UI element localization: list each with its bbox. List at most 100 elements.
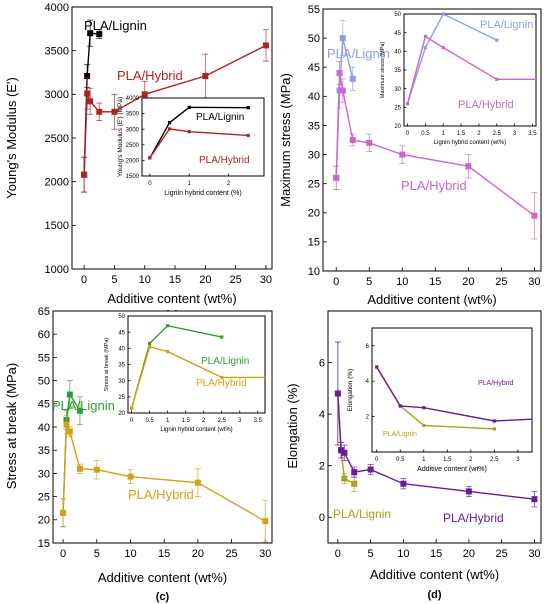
panel-a-xtick-label: 5 — [111, 274, 117, 286]
panel-c-xtick-label: 10 — [124, 548, 136, 560]
panel-a-inset-data-point — [148, 156, 152, 160]
panel-c-data-point — [262, 518, 269, 525]
panel-d-ytick-label: 4 — [319, 409, 325, 421]
panel-c-inset-xtick-label: 1 — [166, 418, 170, 424]
panel-c-inset-xtick-label: 0 — [130, 418, 134, 424]
panel-b-inset-xtick-label: 2 — [477, 131, 481, 137]
panel-a-ytick-label: 2000 — [45, 177, 69, 189]
panel-d-ytick-label: 2 — [319, 461, 325, 473]
panel-a-series-label: PLA/Hybrid — [117, 68, 183, 83]
panel-b-series-label: PLA/Lignin — [327, 46, 390, 61]
panel-c-ytick-label: 55 — [38, 352, 50, 364]
panel-c-inset-data-point — [130, 406, 134, 410]
panel-d-xtick-label: 5 — [368, 548, 374, 560]
panel-d-xtick-label: 20 — [463, 548, 475, 560]
panel-b-inset-xtick-label: 0 — [406, 131, 410, 137]
panel-b-inset-ytick-label: 35 — [394, 68, 401, 74]
panel-c-xtick-label: 25 — [225, 548, 237, 560]
panel-a-inset-series-line — [149, 106, 249, 159]
panel-a-inset-ylabel: Young's Modulus (E') (MPa) — [117, 97, 124, 177]
panel-d-xtick-label: 0 — [335, 548, 341, 560]
panel-c-inset-data-point — [166, 349, 170, 354]
panel-b-inset-data-point — [423, 34, 428, 38]
panel-a-xtick-label: 10 — [139, 274, 151, 286]
panel-a-inset-xtick-label: 1 — [188, 181, 192, 187]
panel-b-inset-ytick-label: 20 — [394, 124, 401, 130]
panel-d-inset-xtick-label: 3 — [516, 457, 520, 463]
panel-b-inset-ytick-label: 30 — [394, 87, 401, 93]
panel-d-data-point — [400, 480, 407, 487]
panel-d-data-point — [351, 469, 358, 476]
panel-c-series-1 — [60, 414, 269, 543]
panel-d-data-point — [465, 488, 472, 495]
panel-a-inset-ytick-label: 2500 — [126, 143, 140, 149]
panel-b-inset-frame — [403, 13, 537, 127]
panel-b-inset-data-point — [495, 77, 499, 81]
panel-d-xtick-label: 30 — [528, 548, 540, 560]
panel-c-ylabel: Stress at break (MPa) — [4, 363, 19, 489]
panel-c-xlabel: Additive content (wt%) — [98, 570, 227, 585]
panel-c-ytick-label: 60 — [38, 329, 50, 341]
panel-a-data-point — [84, 72, 91, 79]
panel-d-data-point — [341, 449, 348, 456]
panel-b-inset-xtick-label: 2.5 — [493, 131, 502, 137]
panel-c-ytick-label: 25 — [38, 491, 50, 503]
panel-b-inset-xtick-label: 1 — [442, 131, 446, 137]
panel-d-inset-frame — [371, 327, 533, 453]
panel-c-data-point — [76, 465, 83, 472]
panel-d-data-point — [338, 447, 345, 454]
panel-b-xtick-label: 25 — [495, 276, 507, 288]
panel-d-data-point — [351, 480, 358, 487]
panel-b-ytick-label: 45 — [308, 62, 320, 74]
panel-b-series-1 — [333, 61, 538, 240]
panel-b-inset-ytick-label: 40 — [394, 49, 401, 55]
panel-c-xtick-label: 5 — [94, 548, 100, 560]
panel-a-xtick-label: 30 — [260, 274, 272, 286]
panel-b-xlabel: Additive content (wt%) — [367, 292, 496, 307]
panel-c-inset-data-point — [148, 341, 152, 346]
panel-c-inset-xtick-label: 2.5 — [218, 418, 227, 424]
panel-c-series-label: PLA/Lignin — [52, 398, 115, 413]
panel-c-inset-ytick-label: 25 — [118, 395, 125, 401]
panel-b-inset-xtick-label: 1.5 — [457, 131, 466, 137]
panel-d-ylabel: Elongation (%) — [285, 383, 300, 468]
panel-c-ytick-label: 15 — [38, 538, 50, 550]
panel-b-inset-xtick-label: 0.5 — [421, 131, 430, 137]
panel-c-data-point — [194, 479, 201, 486]
panel-a-inset-series-label: PLA/Lignin — [196, 112, 244, 123]
panel-c-ytick-label: 20 — [38, 515, 50, 527]
panel-d-inset-series-label: PLA/Hybrid — [478, 380, 514, 387]
panel-b-inset-series-1 — [405, 34, 536, 106]
panel-c-inset-xtick-label: 2 — [202, 418, 206, 424]
panel-d-inset-series-1 — [375, 365, 533, 423]
panel-c-data-point — [63, 421, 70, 428]
panel-b-data-point — [339, 35, 346, 42]
panel-b-xtick-label: 30 — [528, 276, 540, 288]
panel-a-ytick-label: 3500 — [45, 46, 69, 58]
panel-c-inset-ytick-label: 50 — [118, 314, 125, 320]
panel-c-inset-data-point — [220, 375, 224, 380]
panel-b-data-point — [339, 87, 346, 94]
panel-d-inset-xtick-label: 1 — [422, 457, 426, 463]
panel-c-data-point — [66, 428, 73, 435]
panel-c-inset-xtick-label: 0.5 — [145, 418, 154, 424]
panel-b-data-point — [366, 139, 373, 146]
panel-a-inset-ytick-label: 1500 — [126, 174, 140, 180]
panel-c-inset-ytick-label: 30 — [118, 379, 125, 385]
panel-c-inset-series-1 — [130, 345, 265, 410]
panel-d-inset-ytick-label: 6 — [366, 344, 370, 350]
panel-c-inset-xtick-label: 1.5 — [182, 418, 191, 424]
panel-c-ytick-label: 45 — [38, 399, 50, 411]
panel-c-ytick-label: 30 — [38, 468, 50, 480]
panel-c-inset-data-point — [148, 345, 152, 349]
panel-d-inset-xlabel: Additive content (wt%) — [417, 466, 487, 473]
panel-b-inset-series-label: PLA/Hybrid — [458, 99, 514, 111]
panel-a-xtick-label: 0 — [81, 274, 87, 286]
panel-d-inset-ytick-label: 4 — [366, 379, 370, 385]
panel-b-inset-axes: 0 0.5 1 1.5 2 2.5 3 3.5 20 25 30 35 40 45 50 — [394, 12, 537, 137]
panel-c-ytick-label: 50 — [38, 375, 50, 387]
panel-a-ytick-label: 4000 — [45, 2, 69, 14]
panel-c-inset-series-label: PLA/Hybrid — [196, 378, 247, 389]
panel-b-data-point — [336, 70, 343, 77]
panel-b-data-point — [399, 151, 406, 158]
